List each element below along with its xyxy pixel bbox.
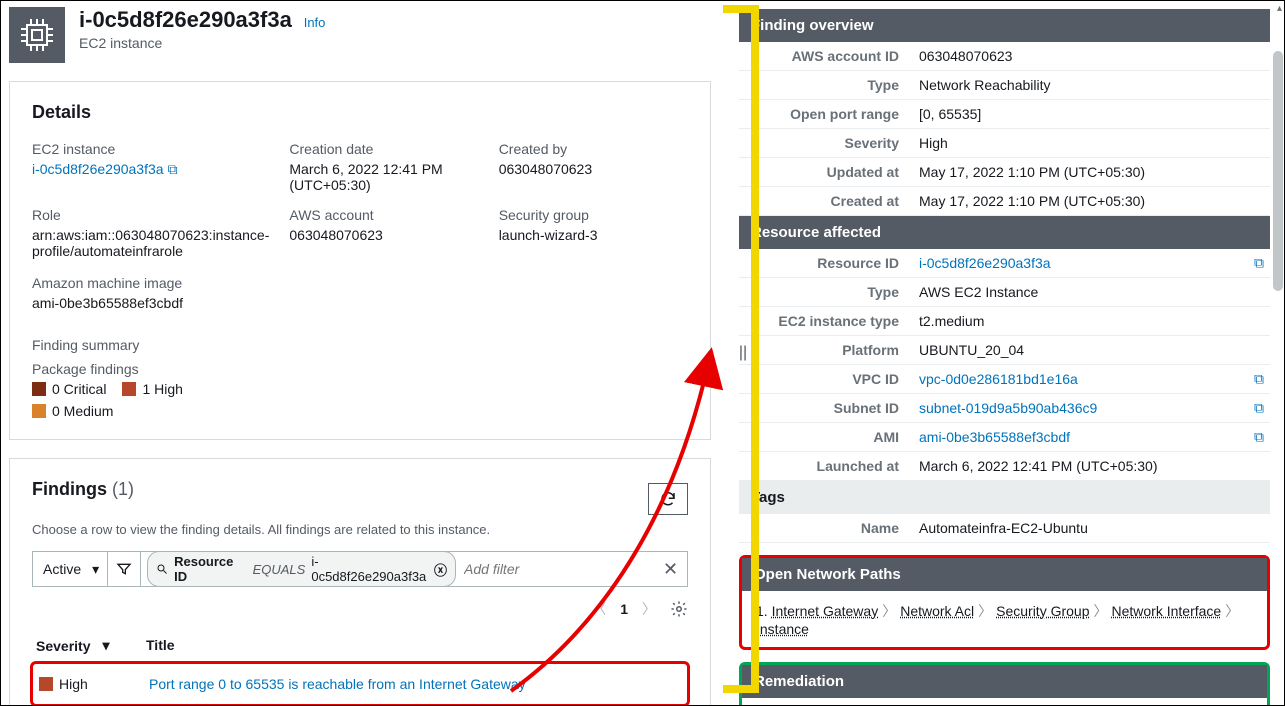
- findings-panel: Findings (1) Choose a row to view the fi…: [9, 458, 711, 705]
- resource-table: Resource IDi-0c5d8f26e290a3f3a⧉TypeAWS E…: [739, 249, 1270, 481]
- page-number: 1: [620, 601, 628, 617]
- refresh-button[interactable]: [648, 483, 688, 515]
- filter-token-resource-id[interactable]: Resource ID EQUALS i-0c5d8f26e290a3f3a ⓧ: [147, 551, 456, 587]
- kv-value: High: [909, 129, 1270, 158]
- remediation-box: Remediation You can restrict access to y…: [739, 662, 1270, 705]
- filter-bar: Active ▾ Resource ID EQUALS i-0c5d8f26e2…: [32, 551, 688, 587]
- resource-type-icon: [9, 7, 65, 63]
- kv-value: UBUNTU_20_04: [909, 336, 1270, 365]
- package-findings-label: Package findings: [32, 361, 688, 377]
- creation-label: Creation date: [289, 141, 478, 157]
- chevron-right-icon: 〉: [882, 603, 896, 619]
- row-severity: High: [59, 676, 88, 692]
- overview-table: AWS account ID063048070623TypeNetwork Re…: [739, 42, 1270, 216]
- kv-value[interactable]: subnet-019d9a5b90ab436c9⧉: [909, 394, 1270, 423]
- kv-value[interactable]: vpc-0d0e286181bd1e16a⧉: [909, 365, 1270, 394]
- findings-heading: Findings (1): [32, 479, 134, 500]
- account-label: AWS account: [289, 207, 478, 223]
- paths-heading: Open Network Paths: [742, 558, 1267, 591]
- prev-page-button[interactable]: 〈: [592, 599, 606, 619]
- createdby-value: 063048070623: [499, 161, 688, 177]
- overview-heading: Finding overview: [739, 9, 1270, 42]
- path-step[interactable]: Network Interface: [1112, 603, 1222, 619]
- col-title[interactable]: Title: [146, 637, 684, 654]
- external-link-icon: ⧉: [1254, 255, 1264, 272]
- sg-label: Security group: [499, 207, 688, 223]
- severity-medium: 0 Medium: [32, 403, 113, 419]
- kv-value: March 6, 2022 12:41 PM (UTC+05:30): [909, 452, 1270, 481]
- chevron-right-icon: 〉: [978, 603, 992, 619]
- chevron-right-icon: 〉: [1094, 603, 1108, 619]
- details-panel: Details EC2 instance i-0c5d8f26e290a3f3a…: [9, 81, 711, 440]
- tags-heading: Tags: [739, 481, 1270, 514]
- kv-value: Automateinfra-EC2-Ubuntu: [909, 514, 1270, 543]
- path-step[interactable]: Security Group: [996, 603, 1089, 619]
- kv-value: [0, 65535]: [909, 100, 1270, 129]
- path-step[interactable]: Network Acl: [900, 603, 974, 619]
- finding-title-link[interactable]: Port range 0 to 65535 is reachable from …: [149, 676, 681, 692]
- createdby-label: Created by: [499, 141, 688, 157]
- role-value: arn:aws:iam::063048070623:instance-profi…: [32, 227, 269, 259]
- findings-subtext: Choose a row to view the finding details…: [32, 522, 688, 537]
- creation-value: March 6, 2022 12:41 PM (UTC+05:30): [289, 161, 478, 193]
- ec2-instance-link[interactable]: i-0c5d8f26e290a3f3a⧉: [32, 161, 269, 178]
- kv-value: t2.medium: [909, 307, 1270, 336]
- filter-status-select[interactable]: Active ▾: [33, 552, 108, 586]
- severity-critical: 0 Critical: [32, 381, 106, 397]
- remediation-text: You can restrict access to your instance…: [742, 698, 1267, 705]
- chevron-right-icon: 〉: [1225, 603, 1239, 619]
- finding-row[interactable]: High Port range 0 to 65535 is reachable …: [35, 666, 685, 702]
- resource-heading: Resource affected: [739, 216, 1270, 249]
- kv-value: AWS EC2 Instance: [909, 278, 1270, 307]
- kv-value: May 17, 2022 1:10 PM (UTC+05:30): [909, 187, 1270, 216]
- ami-label: Amazon machine image: [32, 275, 688, 291]
- external-link-icon: ⧉: [1254, 371, 1264, 388]
- next-page-button[interactable]: 〉: [642, 599, 656, 619]
- ec2-label: EC2 instance: [32, 141, 269, 157]
- kv-value[interactable]: ami-0be3b65588ef3cbdf⧉: [909, 423, 1270, 452]
- page-title: i-0c5d8f26e290a3f3a: [79, 7, 292, 32]
- sort-icon: ▾: [102, 637, 109, 654]
- kv-value: Network Reachability: [909, 71, 1270, 100]
- sg-value: launch-wizard-3: [499, 227, 688, 243]
- account-value: 063048070623: [289, 227, 478, 243]
- filter-icon[interactable]: [108, 552, 141, 586]
- severity-high: 1 High: [122, 381, 182, 397]
- details-heading: Details: [32, 102, 688, 123]
- scroll-up-icon: ▴: [1277, 3, 1282, 14]
- kv-value: 063048070623: [909, 42, 1270, 71]
- pane-divider[interactable]: ||: [719, 1, 767, 705]
- kv-value: May 17, 2022 1:10 PM (UTC+05:30): [909, 158, 1270, 187]
- table-settings-button[interactable]: [670, 600, 688, 618]
- scrollbar[interactable]: ▴: [1269, 1, 1283, 705]
- col-severity[interactable]: Severity ▾: [36, 637, 146, 654]
- remediation-heading: Remediation: [742, 665, 1267, 698]
- external-link-icon: ⧉: [1254, 429, 1264, 446]
- external-link-icon: ⧉: [1254, 400, 1264, 417]
- kv-value[interactable]: i-0c5d8f26e290a3f3a⧉: [909, 249, 1270, 278]
- summary-label: Finding summary: [32, 337, 688, 353]
- page-subtitle: EC2 instance: [79, 35, 325, 51]
- path-step[interactable]: Internet Gateway: [772, 603, 879, 619]
- remove-token-icon[interactable]: ⓧ: [434, 560, 447, 579]
- clear-filter-button[interactable]: ✕: [654, 552, 687, 586]
- filter-input[interactable]: [456, 552, 654, 586]
- info-link[interactable]: Info: [304, 15, 326, 30]
- open-network-paths-box: Open Network Paths 1. Internet Gateway〉N…: [739, 555, 1270, 650]
- search-icon: [156, 563, 168, 575]
- caret-down-icon: ▾: [92, 561, 99, 578]
- role-label: Role: [32, 207, 269, 223]
- tags-table: NameAutomateinfra-EC2-Ubuntu: [739, 514, 1270, 543]
- ami-value: ami-0be3b65588ef3cbdf: [32, 295, 688, 311]
- external-link-icon: ⧉: [168, 161, 178, 177]
